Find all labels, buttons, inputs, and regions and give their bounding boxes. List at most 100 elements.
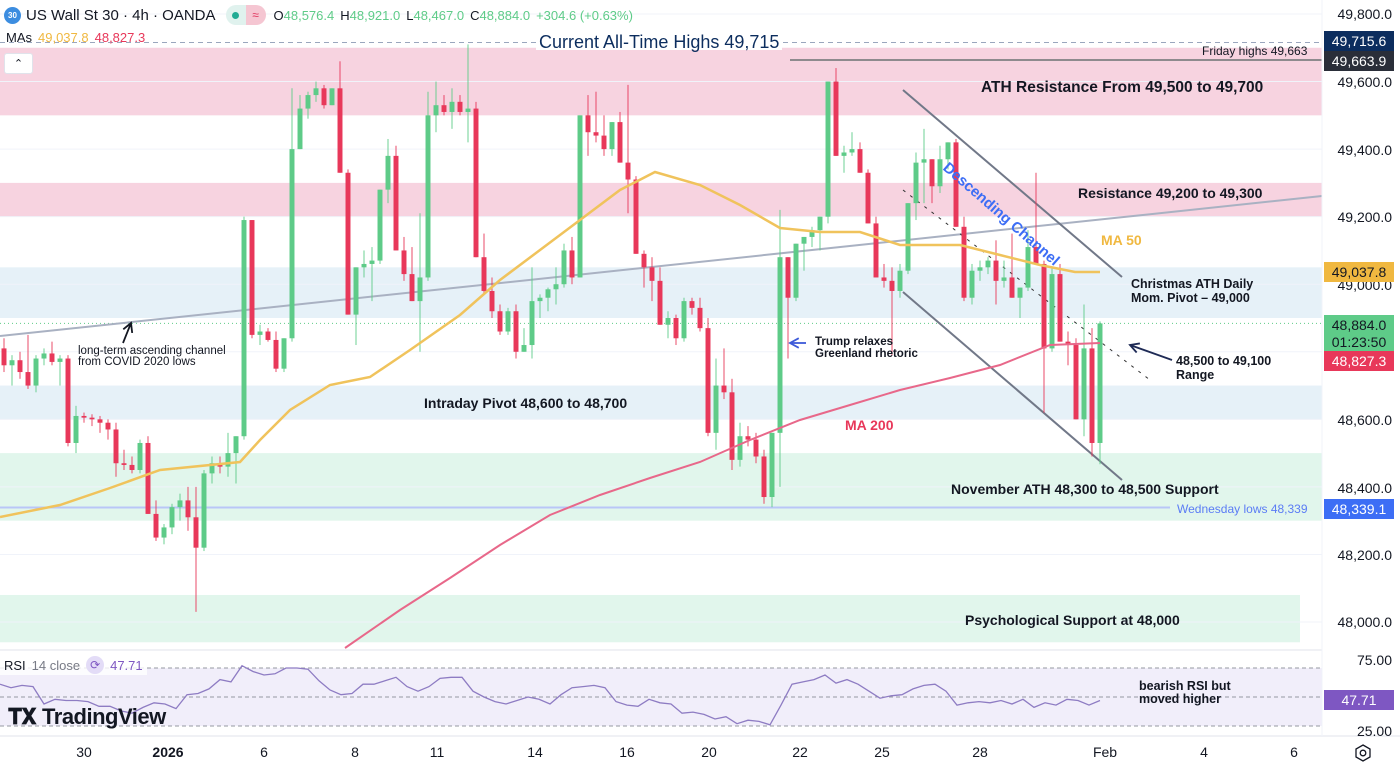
candle-body (297, 108, 303, 150)
candle-body (1089, 348, 1095, 443)
collapse-legend-button[interactable]: ⌃ (4, 53, 33, 74)
candle-body (185, 500, 191, 518)
candle-body (153, 513, 159, 538)
candle-body (761, 456, 767, 498)
rsi-value-tag: 47.71 (1324, 690, 1394, 710)
trump-label-line2: Greenland rhetoric (815, 348, 918, 360)
candle-body (273, 339, 279, 369)
market-status-pill[interactable]: ≈ (225, 5, 266, 25)
candle-body (609, 122, 615, 150)
candle-body (585, 115, 591, 133)
candle-body (673, 318, 679, 339)
candle-body (81, 415, 87, 418)
candle-body (689, 301, 695, 308)
candle-body (617, 122, 623, 163)
price-label: 49,200.0 (1337, 209, 1393, 225)
candle-body (265, 331, 271, 340)
arrow-left-icon (1129, 344, 1173, 361)
candle-body (225, 453, 231, 467)
symbol-title[interactable]: US Wall St 30 · 4h · OANDA (26, 6, 216, 24)
candle-body (993, 260, 999, 281)
candle-body (353, 267, 359, 315)
candle-body (929, 159, 935, 187)
candle-body (329, 88, 335, 106)
candle-body (489, 290, 495, 312)
candle-body (1041, 263, 1047, 349)
candle-body (425, 115, 431, 278)
price-label: 49,800.0 (1337, 6, 1393, 22)
candle-body (905, 203, 911, 271)
candle-body (945, 142, 951, 160)
ath-price-tag: 49,715.6 (1324, 31, 1394, 51)
refresh-icon[interactable]: ⟳ (86, 656, 105, 674)
candle-body (713, 385, 719, 433)
chevron-up-icon: ⌃ (13, 58, 24, 70)
candle-body (177, 500, 183, 508)
candle-body (505, 311, 511, 332)
time-axis-label: 11 (429, 744, 445, 760)
candle-body (865, 172, 871, 224)
candle-body (961, 226, 967, 298)
rsi-axis-label: 25.00 (1356, 723, 1392, 739)
candle-body (809, 230, 815, 237)
price-label: 48,200.0 (1337, 547, 1393, 563)
candle-body (785, 257, 791, 298)
candle-body (401, 250, 407, 275)
candle-body (889, 280, 895, 291)
candle-body (841, 152, 847, 156)
candle-body (145, 442, 151, 514)
time-axis-label: Feb (1092, 744, 1118, 760)
candle-body (1057, 274, 1063, 342)
candle-body (825, 81, 831, 217)
time-axis-label: 2026 (152, 744, 184, 760)
candle-body (985, 260, 991, 268)
christmas-pivot-label-line2: Mom. Pivot – 49,000 (1131, 291, 1250, 305)
candle-body (1009, 277, 1015, 298)
candle-body (113, 429, 119, 464)
wednesday-low-price-tag: 48,339.1 (1324, 499, 1394, 519)
candle-body (497, 311, 503, 332)
candle-body (313, 88, 319, 96)
candle-body (1017, 287, 1023, 298)
ma-legend[interactable]: MAs 49,037.8 48,827.3 (6, 30, 146, 45)
candle-body (1049, 274, 1055, 349)
time-axis-label: 6 (1290, 744, 1298, 760)
rsi-legend[interactable]: RSI 14 close ⟳ 47.71 (0, 655, 147, 675)
descending-channel-upper (902, 89, 1123, 278)
settings-icon[interactable] (1354, 744, 1372, 762)
candle-body (17, 360, 23, 373)
candle-body (649, 267, 655, 281)
candle-body (529, 301, 535, 346)
candle-body (817, 216, 823, 231)
friday-high-price-tag: 49,663.9 (1324, 51, 1394, 71)
candle-body (449, 101, 455, 112)
candle-body (1025, 247, 1031, 288)
ma200-value: 48,827.3 (94, 30, 146, 45)
candle-body (553, 284, 559, 290)
candle-body (777, 257, 783, 433)
candle-body (473, 108, 479, 258)
candle-body (593, 132, 599, 136)
candle-body (281, 338, 287, 369)
time-axis-label: 20 (701, 744, 717, 760)
candle-body (241, 220, 247, 437)
candle-body (345, 172, 351, 315)
candle-body (369, 260, 375, 264)
friday-highs-label: Friday highs 49,663 (1202, 44, 1308, 58)
zone-psychological-support (0, 594, 1300, 643)
candle-body (729, 392, 735, 460)
candle-body (337, 88, 343, 173)
candle-body (121, 463, 127, 465)
rsi-value: 47.71 (110, 657, 143, 673)
ma200-line (344, 342, 1101, 649)
ath-resistance-label: ATH Resistance From 49,500 to 49,700 (981, 79, 1264, 96)
resistance-label: Resistance 49,200 to 49,300 (1078, 185, 1263, 201)
candle-body (393, 155, 399, 251)
bar-countdown: 01:23:50 (1324, 332, 1394, 352)
candle-body (641, 253, 647, 268)
ma200-label: MA 200 (845, 417, 894, 433)
compare-icon: ≈ (245, 5, 266, 25)
ohlc-low: L48,467.0 (406, 7, 465, 23)
price-label: 48,600.0 (1337, 412, 1393, 428)
